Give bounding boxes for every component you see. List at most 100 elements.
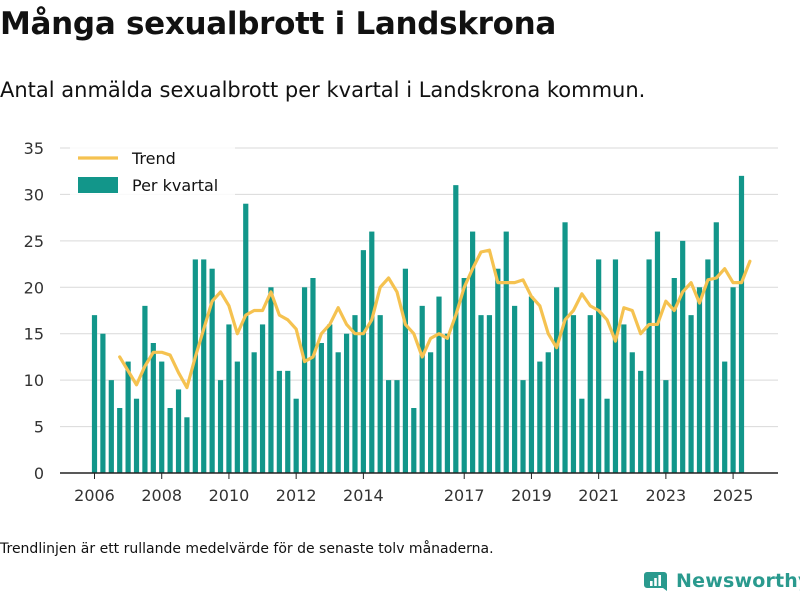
- bar: [705, 259, 711, 473]
- bar: [411, 408, 417, 473]
- bar: [478, 315, 484, 473]
- x-tick-label: 2021: [578, 486, 619, 505]
- bar: [318, 343, 324, 473]
- bar: [621, 324, 627, 473]
- bar: [554, 287, 560, 473]
- bar: [385, 380, 392, 473]
- bar: [512, 305, 518, 473]
- bar: [133, 398, 140, 473]
- bar: [428, 352, 434, 473]
- y-tick-label: 5: [34, 418, 44, 437]
- bar: [125, 361, 131, 473]
- x-tick-label: 2017: [444, 486, 485, 505]
- bar: [192, 259, 198, 473]
- bar: [234, 361, 240, 473]
- x-axis: 2006 2008 2010 2012 2014 2017 2019 2021 2023 2025: [60, 472, 778, 505]
- chart-title: Många sexualbrott i Landskrona: [0, 6, 557, 42]
- legend-label-trend: Trend: [131, 149, 176, 168]
- bar: [184, 417, 190, 473]
- bar: [259, 324, 266, 473]
- y-tick-label: 10: [24, 371, 44, 390]
- bar: [444, 333, 451, 473]
- legend: Trend Per kvartal: [70, 144, 235, 202]
- bar: [150, 343, 156, 473]
- bar: [108, 380, 114, 473]
- bar: [654, 231, 661, 473]
- y-tick-label: 15: [24, 325, 44, 344]
- bar: [293, 398, 299, 473]
- x-tick-label: 2008: [141, 486, 182, 505]
- bar: [461, 278, 467, 473]
- bar: [545, 352, 551, 473]
- bar: [377, 315, 383, 473]
- x-tick-label: 2006: [74, 486, 115, 505]
- bar: [100, 333, 106, 473]
- x-tick-label: 2019: [511, 486, 552, 505]
- bar: [680, 240, 686, 473]
- bars-per-kvartal: [91, 175, 745, 474]
- bar: [369, 231, 375, 473]
- bar: [310, 278, 316, 473]
- bar: [243, 203, 249, 473]
- bar: [251, 352, 257, 473]
- bar: [343, 333, 350, 473]
- bar: [738, 175, 745, 474]
- bar: [91, 315, 98, 473]
- bar: [159, 361, 165, 473]
- bar: [696, 287, 703, 473]
- y-tick-label: 25: [24, 232, 44, 251]
- bar: [537, 361, 543, 473]
- bar: [167, 408, 173, 473]
- x-tick-label: 2012: [276, 486, 317, 505]
- bar: [352, 315, 358, 473]
- legend-label-per-kvartal: Per kvartal: [132, 176, 218, 195]
- bar: [470, 231, 476, 473]
- bar: [486, 315, 493, 473]
- bar: [268, 287, 274, 473]
- bar: [629, 352, 635, 473]
- bar: [562, 222, 568, 473]
- bar: [327, 324, 333, 473]
- bar: [217, 380, 224, 473]
- y-tick-label: 30: [24, 185, 44, 204]
- bar: [596, 259, 602, 473]
- newsworthy-logo-icon: [644, 572, 667, 591]
- bar: [175, 389, 182, 473]
- bar: [201, 259, 207, 473]
- bar: [570, 315, 577, 473]
- bar: [713, 222, 719, 473]
- y-tick-label: 0: [34, 464, 44, 483]
- bar: [579, 398, 585, 473]
- bar: [604, 398, 610, 473]
- bar: [638, 370, 644, 473]
- bar: [646, 259, 652, 473]
- bar: [436, 296, 442, 473]
- bar: [730, 287, 736, 473]
- brand-name: Newsworthy: [676, 570, 800, 592]
- bar: [402, 268, 408, 473]
- trend-line-group: [118, 248, 752, 390]
- bar: [285, 370, 291, 473]
- bar: [276, 370, 282, 473]
- bar: [209, 268, 215, 473]
- bar: [226, 324, 232, 473]
- bar: [612, 259, 619, 473]
- bar: [688, 315, 694, 473]
- bar: [419, 305, 425, 473]
- chart-subtitle: Antal anmälda sexualbrott per kvartal i …: [0, 78, 646, 102]
- trend-line: [118, 248, 752, 390]
- bar: [528, 296, 535, 473]
- bar: [335, 352, 341, 473]
- brand-logo[interactable]: Newsworthy: [644, 568, 800, 594]
- bar: [117, 408, 123, 473]
- bar: [495, 268, 501, 473]
- bar: [722, 361, 728, 473]
- y-tick-label: 20: [24, 278, 44, 297]
- bar: [520, 380, 526, 473]
- bar: [360, 250, 366, 473]
- bar: [453, 185, 459, 473]
- x-tick-label: 2025: [713, 486, 754, 505]
- y-axis-labels: 0 5 10 15 20 25 30 35: [24, 139, 44, 483]
- y-tick-label: 35: [24, 139, 44, 158]
- footnote: Trendlinjen är ett rullande medelvärde f…: [0, 541, 494, 557]
